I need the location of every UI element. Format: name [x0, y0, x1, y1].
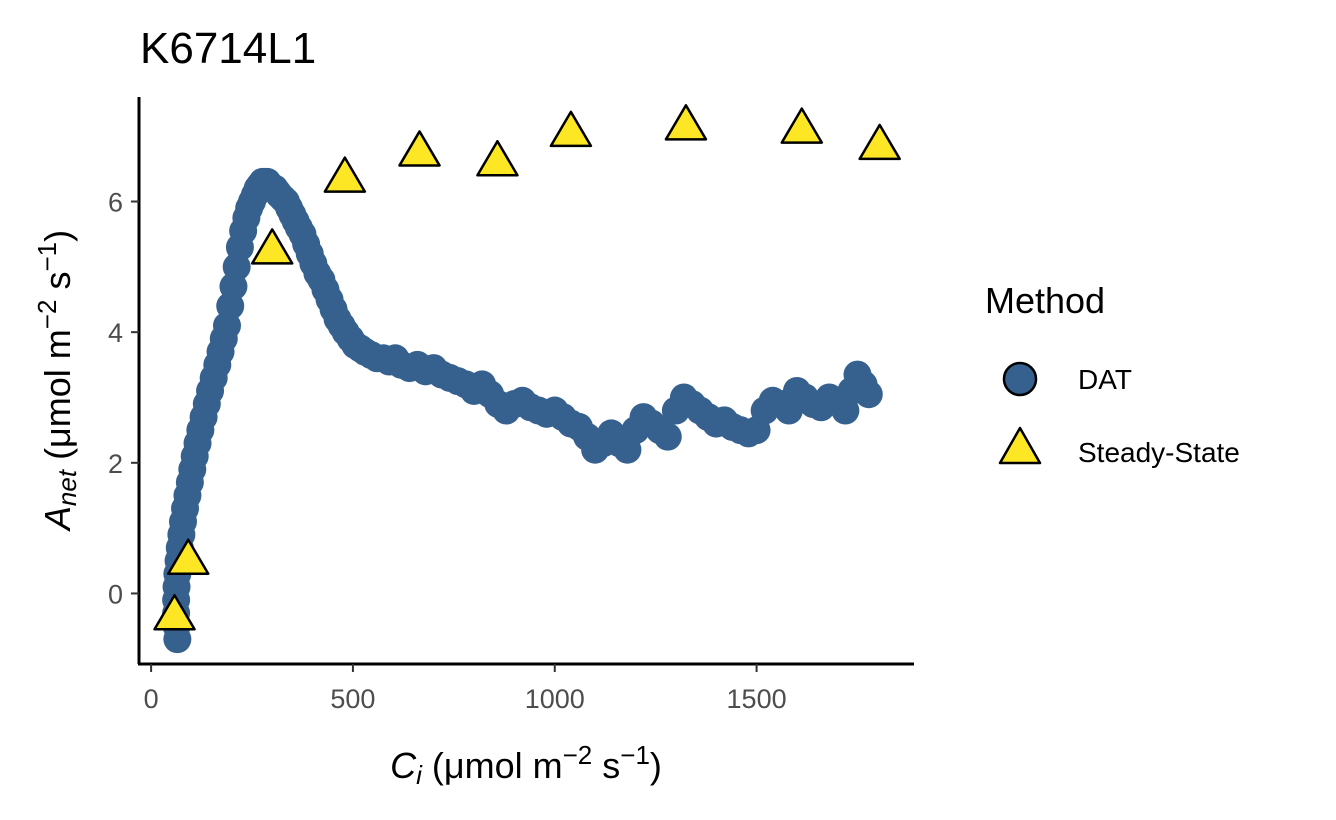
dat-point — [854, 380, 883, 409]
x-tick-label: 1000 — [525, 684, 585, 714]
x-axis-title-unit: (μmol m — [422, 745, 563, 786]
x-tick-label: 1500 — [727, 684, 787, 714]
y-axis-title-sub: net — [52, 468, 82, 506]
steady-state-point — [780, 107, 824, 144]
steady-state-point — [250, 228, 294, 265]
y-tick-label: 4 — [108, 318, 123, 348]
x-axis-ticks: 0 500 1000 1500 — [144, 664, 787, 714]
steady-state-point — [858, 123, 901, 161]
y-axis-title-unit: (μmol m — [37, 329, 78, 470]
y-axis-title-sup1: −2 — [32, 300, 62, 330]
steady-state-point — [549, 110, 593, 148]
plot-area — [153, 104, 901, 654]
y-tick-label: 2 — [108, 449, 123, 479]
y-tick-label: 6 — [108, 188, 123, 218]
x-tick-label: 0 — [144, 684, 159, 714]
legend: Method DAT Steady-State — [985, 280, 1240, 468]
steady-state-point — [398, 130, 441, 167]
y-tick-label: 0 — [108, 579, 123, 609]
legend-title: Method — [985, 280, 1105, 321]
steady-state-point — [166, 538, 210, 575]
x-axis-title-main: C — [390, 745, 417, 786]
steady-state-point — [153, 593, 196, 631]
steady-state-point — [323, 156, 367, 193]
x-axis-title-close: ) — [650, 745, 662, 786]
x-axis-title-sup1: −2 — [563, 740, 593, 770]
y-axis-title-close: ) — [37, 230, 78, 242]
chart-title: K6714L1 — [140, 24, 316, 73]
legend-label-dat: DAT — [1078, 364, 1132, 395]
y-axis-ticks: 0 2 4 6 — [108, 188, 139, 609]
x-axis-title-sub: i — [416, 760, 423, 790]
x-axis-title-sup2: −1 — [620, 740, 650, 770]
steady-state-point — [476, 139, 519, 177]
y-axis-title-sup2: −1 — [32, 242, 62, 272]
x-axis-title-unit-mid: s — [592, 745, 620, 786]
dat-point — [653, 422, 682, 451]
legend-steady-state-triangle-icon — [998, 426, 1042, 465]
y-axis-title-unit-mid: s — [37, 272, 78, 300]
y-axis-title-main: A — [37, 506, 78, 532]
steady-state-point — [664, 104, 708, 141]
x-tick-label: 500 — [330, 684, 375, 714]
x-axis-title: Ci (μmol m−2 s−1) — [390, 740, 662, 790]
legend-label-steady-state: Steady-State — [1078, 437, 1240, 468]
legend-dat-circle-icon — [1002, 361, 1038, 397]
y-axis-title: Anet (μmol m−2 s−1) — [32, 230, 82, 532]
